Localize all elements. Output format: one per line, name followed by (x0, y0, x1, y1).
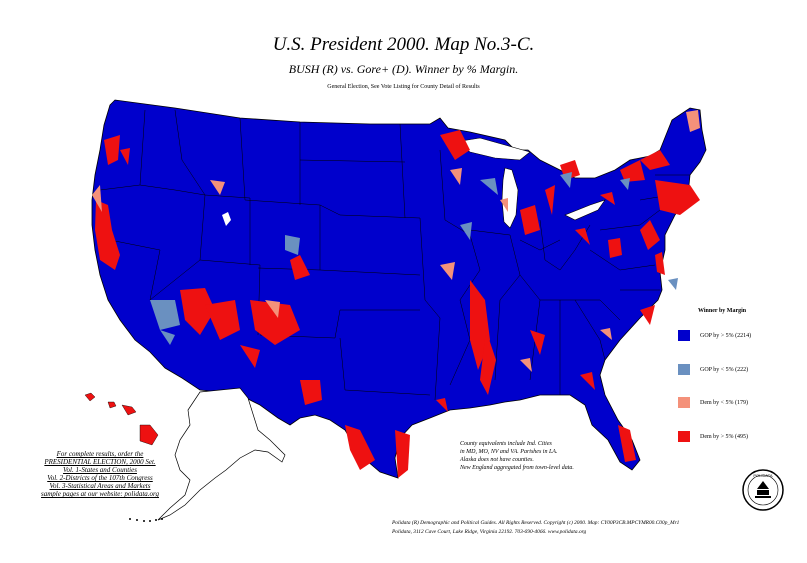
map-title: U.S. President 2000. Map No.3-C. (272, 34, 535, 55)
map-note: General Election, See Vote Listing for C… (327, 84, 480, 90)
legend-label: Dem by < 5% (179) (700, 399, 749, 406)
polidata-seal-icon: POLIDATA (742, 469, 784, 511)
gop-counties-narrow (150, 172, 678, 345)
legend-swatch (678, 397, 690, 408)
dem-counties-strong (95, 130, 700, 478)
note-line: Alaska does not have counties. (460, 457, 534, 463)
state-boundaries (99, 109, 690, 401)
alaska (157, 387, 286, 521)
order-info-note: For complete results, order the PRESIDEN… (10, 450, 190, 498)
order-note-line: sample pages at our website: polidata.or… (41, 490, 159, 498)
note-line: County equivalents include Ind. Cities (460, 441, 552, 447)
legend-item-gop-narrow: GOP by < 5% (222) (678, 364, 748, 375)
great-salt-lake (222, 212, 231, 226)
note-line: in MD, MO, NV and VA. Parishes in LA. (460, 449, 558, 455)
legend-title: Winner by Margin (698, 308, 747, 314)
county-equivalents-note: County equivalents include Ind. Cities i… (460, 440, 660, 472)
lower48-outline (91, 99, 707, 479)
order-note-line: PRESIDENTIAL ELECTION, 2000 Set. (44, 458, 156, 466)
seal-text: POLIDATA (753, 473, 773, 478)
order-note-line: Vol. 1-States and Counties (63, 466, 137, 474)
order-note-line: For complete results, order the (56, 450, 144, 458)
legend-swatch (678, 431, 690, 442)
legend-item-gop-strong: GOP by > 5% (2214) (678, 330, 751, 341)
legend-item-dem-strong: Dem by > 5% (495) (678, 431, 748, 442)
legend-label: Dem by > 5% (495) (700, 433, 749, 440)
lake-erie (564, 199, 606, 221)
order-note-line: Vol. 3-Statistical Areas and Markets (49, 482, 151, 490)
legend-swatch (678, 364, 690, 375)
copyright-footer: Polidata (R) Demographic and Political G… (392, 519, 804, 537)
legend-item-dem-narrow: Dem by < 5% (179) (678, 397, 748, 408)
hawaii (84, 392, 159, 446)
lake-michigan (501, 167, 519, 229)
dem-counties-narrow (92, 110, 700, 372)
note-line: New England aggregated from town-level d… (460, 465, 574, 471)
footer-line: Polidata, 3112 Cave Court, Lake Ridge, V… (392, 529, 587, 535)
legend-label: GOP by > 5% (2214) (700, 332, 752, 339)
legend-label: GOP by < 5% (222) (700, 366, 749, 373)
legend-swatch (678, 330, 690, 341)
footer-line: Polidata (R) Demographic and Political G… (392, 520, 680, 526)
lake-superior (454, 137, 531, 161)
order-note-line: Vol. 2-Districts of the 107th Congress (47, 474, 153, 482)
aleutians (129, 518, 163, 522)
map-subtitle: BUSH (R) vs. Gore+ (D). Winner by % Marg… (288, 62, 519, 76)
